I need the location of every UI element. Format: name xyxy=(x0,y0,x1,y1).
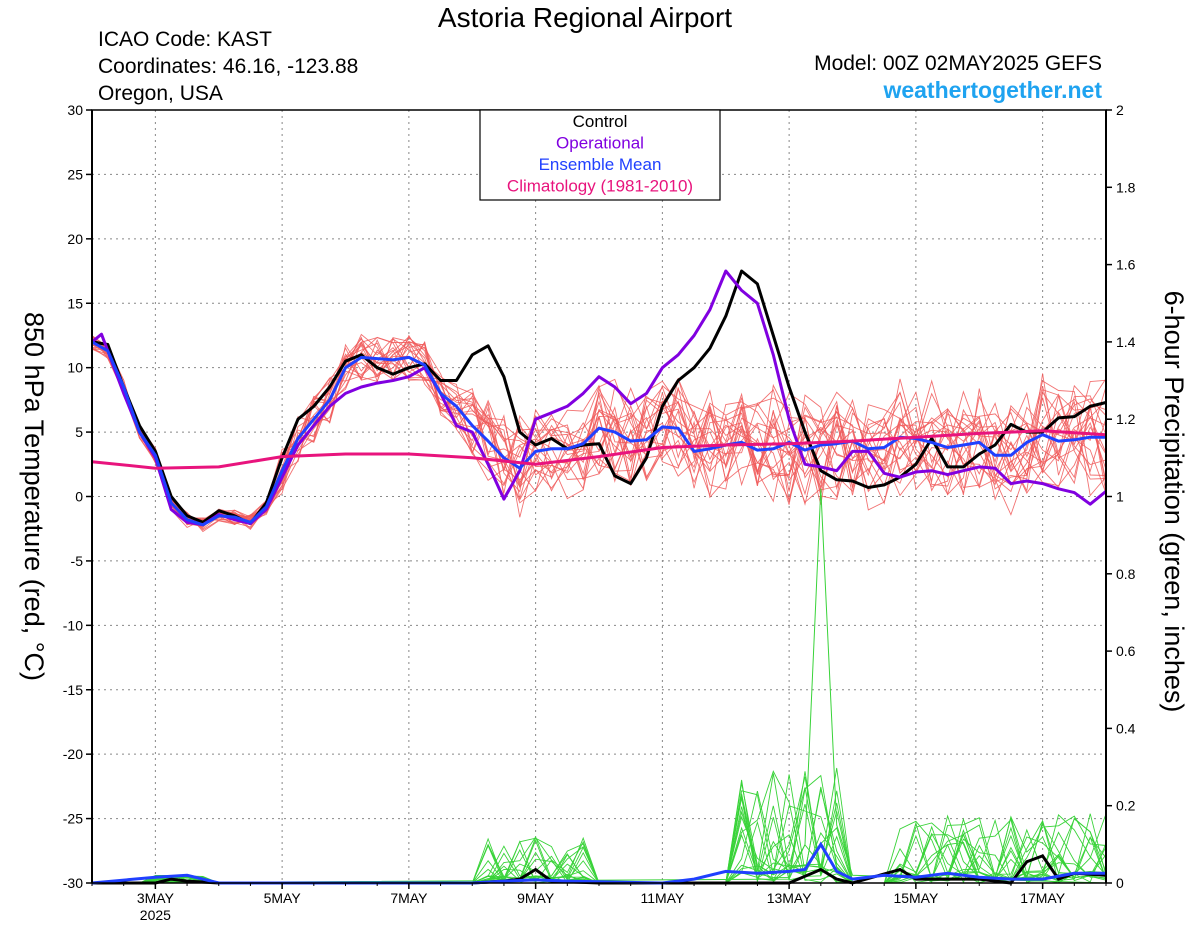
model-info: Model: 00Z 02MAY2025 GEFS weathertogethe… xyxy=(814,50,1102,104)
y-tick-label: -25 xyxy=(63,811,83,827)
precip-member-line xyxy=(92,774,1107,884)
precip-member-line xyxy=(92,790,1107,884)
y2-tick-label: 0.6 xyxy=(1116,643,1136,659)
x-tick-label: 5MAY xyxy=(264,890,302,906)
coordinates: Coordinates: 46.16, -123.88 xyxy=(98,55,359,78)
y-tick-label: -20 xyxy=(63,746,83,762)
y2-tick-label: 1.8 xyxy=(1116,179,1136,195)
x-tick-label: 7MAY xyxy=(390,890,428,906)
operational-line xyxy=(91,269,1107,527)
precip-member-line xyxy=(92,797,1107,884)
y-tick-label: 5 xyxy=(75,424,83,440)
y-tick-label: 15 xyxy=(67,295,83,311)
region: Oregon, USA xyxy=(98,82,223,105)
y2-tick-label: 1.6 xyxy=(1116,257,1136,273)
y2-tick-label: 1.4 xyxy=(1116,334,1136,350)
climatology-line xyxy=(91,429,1107,470)
precip-member-line xyxy=(92,776,1107,884)
chart-title: Astoria Regional Airport xyxy=(437,2,733,33)
ensemble-mean-line xyxy=(91,340,1106,527)
y2-tick-label: 1 xyxy=(1116,489,1124,505)
x-tick-label: 15MAY xyxy=(893,890,939,906)
legend-entry: Control xyxy=(573,112,628,131)
y-tick-label: -15 xyxy=(63,682,83,698)
y-axis-title: 850 hPa Temperature (red, °C) xyxy=(19,312,49,681)
ensemble-members xyxy=(91,333,1107,533)
precip-member-line xyxy=(92,770,1107,884)
precip-member-line xyxy=(92,790,1107,884)
y2-tick-label: 0.2 xyxy=(1116,798,1136,814)
ensemble-member-line xyxy=(91,337,1107,529)
precip-members xyxy=(92,767,1107,884)
plot-frame xyxy=(91,109,1107,884)
precip-member-line xyxy=(92,789,1107,884)
x-tick-label: 9MAY xyxy=(517,890,555,906)
y2-tick-label: 1.2 xyxy=(1116,411,1136,427)
control-line xyxy=(91,269,1107,526)
precip-member-line xyxy=(92,773,1107,884)
precip-member-line xyxy=(92,771,1107,884)
y-tick-label: 20 xyxy=(67,231,83,247)
y-tick-label: -30 xyxy=(63,875,83,891)
y-tick-label: 0 xyxy=(75,489,83,505)
site-link[interactable]: weathertogether.net xyxy=(883,77,1102,103)
y-tick-label: 25 xyxy=(67,166,83,182)
y-tick-label: 30 xyxy=(67,102,83,118)
model-run: Model: 00Z 02MAY2025 GEFS xyxy=(814,52,1102,75)
legend-entry: Climatology (1981-2010) xyxy=(507,177,693,196)
x-tick-label: 13MAY xyxy=(767,890,813,906)
y2-axis-title: 6-hour Precipitation (green, inches) xyxy=(1159,291,1189,713)
precip-member-line xyxy=(92,774,1107,884)
y2-tick-label: 0 xyxy=(1116,875,1124,891)
x-tick-label: 3MAY xyxy=(137,890,175,906)
precip-member-line xyxy=(92,790,1107,884)
icao-code: ICAO Code: KAST xyxy=(98,28,272,51)
legend-entry: Ensemble Mean xyxy=(539,155,662,174)
x-tick-label: 17MAY xyxy=(1020,890,1066,906)
y2-tick-label: 0.8 xyxy=(1116,566,1136,582)
precip-member-line xyxy=(92,806,1107,884)
legend-box xyxy=(479,109,721,201)
y2-tick-label: 2 xyxy=(1116,102,1124,118)
y-tick-label: -10 xyxy=(63,617,83,633)
y-tick-label: 10 xyxy=(67,360,83,376)
y-tick-label: -5 xyxy=(71,553,84,569)
x-tick-sublabel: 2025 xyxy=(140,907,171,923)
x-tick-label: 11MAY xyxy=(640,890,684,906)
station-info: ICAO Code: KAST Coordinates: 46.16, -123… xyxy=(98,26,358,107)
y2-tick-label: 0.4 xyxy=(1116,720,1136,736)
legend-entry: Operational xyxy=(556,134,644,153)
precip-peak-line xyxy=(91,488,1107,884)
